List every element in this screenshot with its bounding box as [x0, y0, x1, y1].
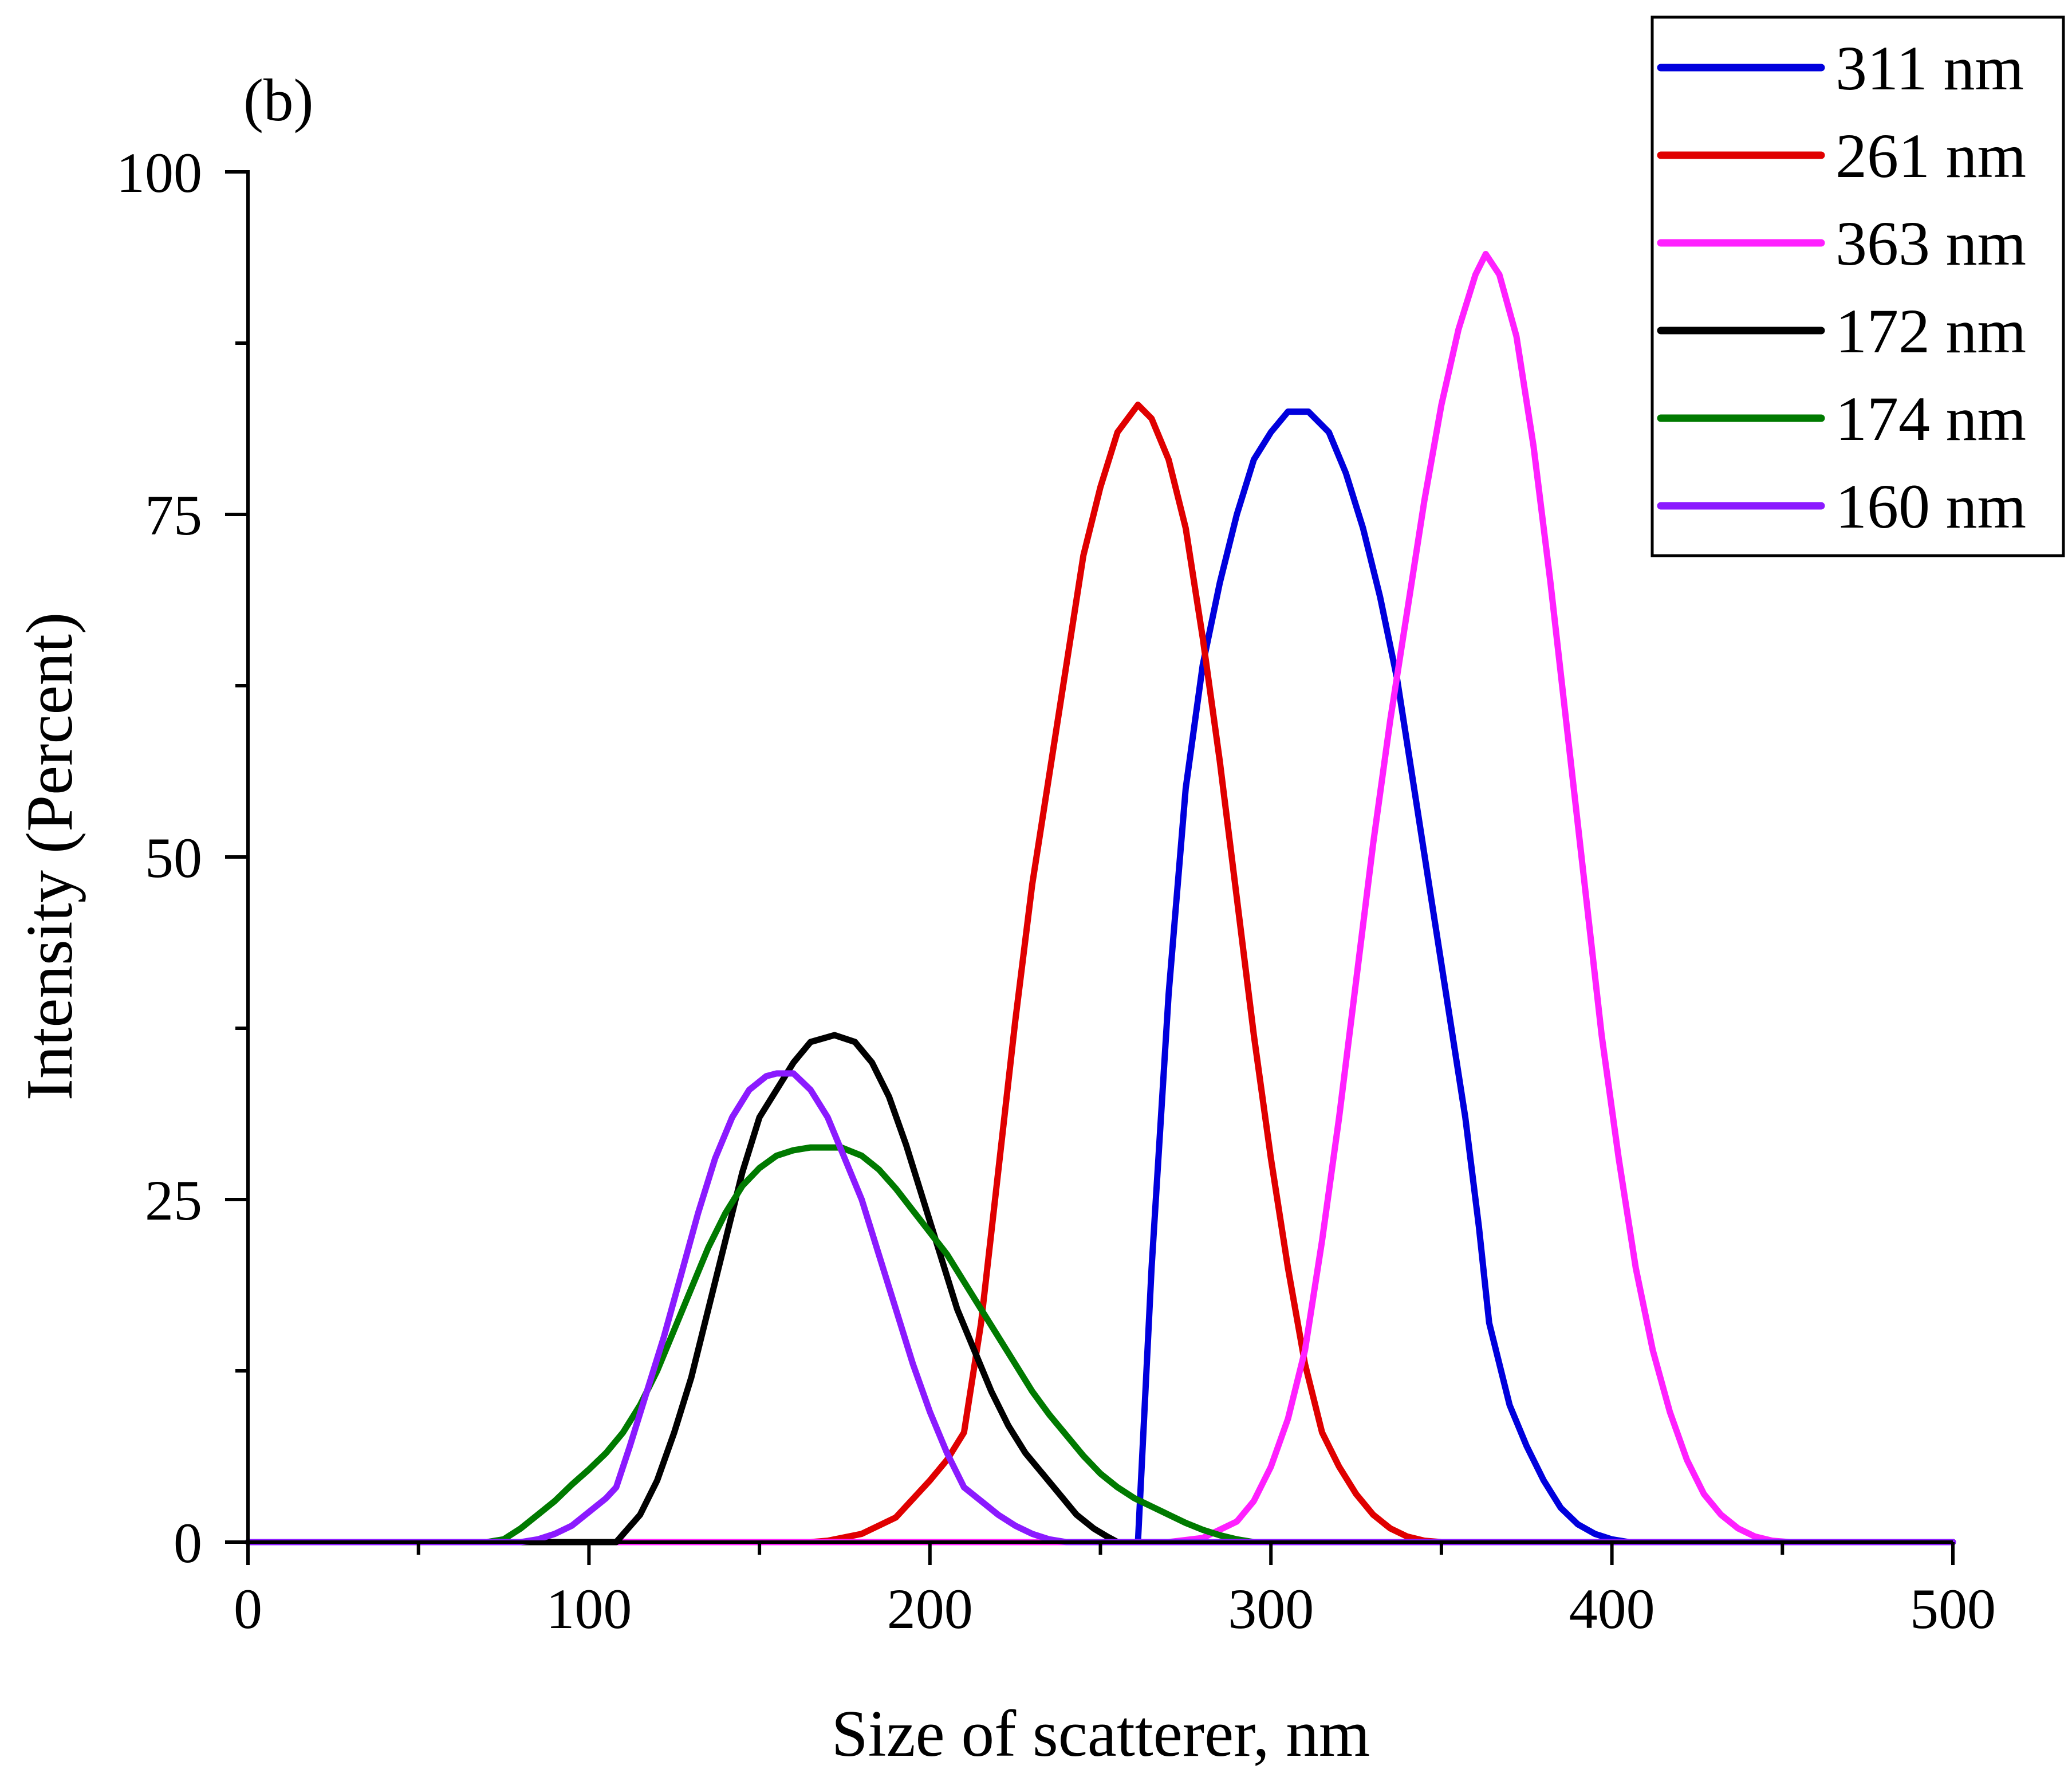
legend-label: 261 nm: [1835, 121, 2026, 191]
tick-labels: 0 100 200 300 400 500 0 25 50 75 100: [116, 141, 1996, 1641]
series-line-160-nm: [245, 1070, 1956, 1546]
series-line-261-nm: [245, 402, 1956, 1546]
legend-box: [1650, 15, 2065, 557]
y-axis-title: Intensity (Percent): [13, 612, 86, 1101]
x-tick-label: 200: [887, 1577, 973, 1641]
legend-label: 160 nm: [1835, 471, 2026, 541]
panel-label: (b): [243, 66, 313, 133]
x-tick-label: 0: [234, 1577, 262, 1641]
x-axis-title: Size of scatterer, nm: [832, 1697, 1370, 1770]
legend-label: 172 nm: [1835, 296, 2026, 366]
y-tick-label: 50: [145, 826, 202, 890]
axes: [225, 170, 1955, 1565]
x-tick-label: 100: [546, 1577, 632, 1641]
legend-label: 174 nm: [1835, 384, 2026, 454]
series-line-174-nm: [245, 1144, 1956, 1546]
x-tick-label: 300: [1228, 1577, 1314, 1641]
legend: 311 nm 261 nm 363 nm 172 nm 174 nm 160 nm: [1650, 15, 2065, 557]
legend-label: 363 nm: [1835, 209, 2026, 278]
series-line-172-nm: [245, 1032, 1956, 1546]
x-tick-label: 400: [1569, 1577, 1655, 1641]
y-tick-label: 0: [174, 1511, 202, 1575]
x-tick-label: 500: [1910, 1577, 1996, 1641]
series-line-363-nm: [245, 251, 1956, 1546]
series-layer: [245, 251, 1956, 1546]
series-line-311-nm: [245, 408, 1956, 1546]
y-tick-label: 25: [145, 1169, 202, 1232]
y-tick-label: 75: [145, 483, 202, 547]
y-tick-label: 100: [116, 141, 202, 205]
legend-label: 311 nm: [1835, 33, 2024, 103]
